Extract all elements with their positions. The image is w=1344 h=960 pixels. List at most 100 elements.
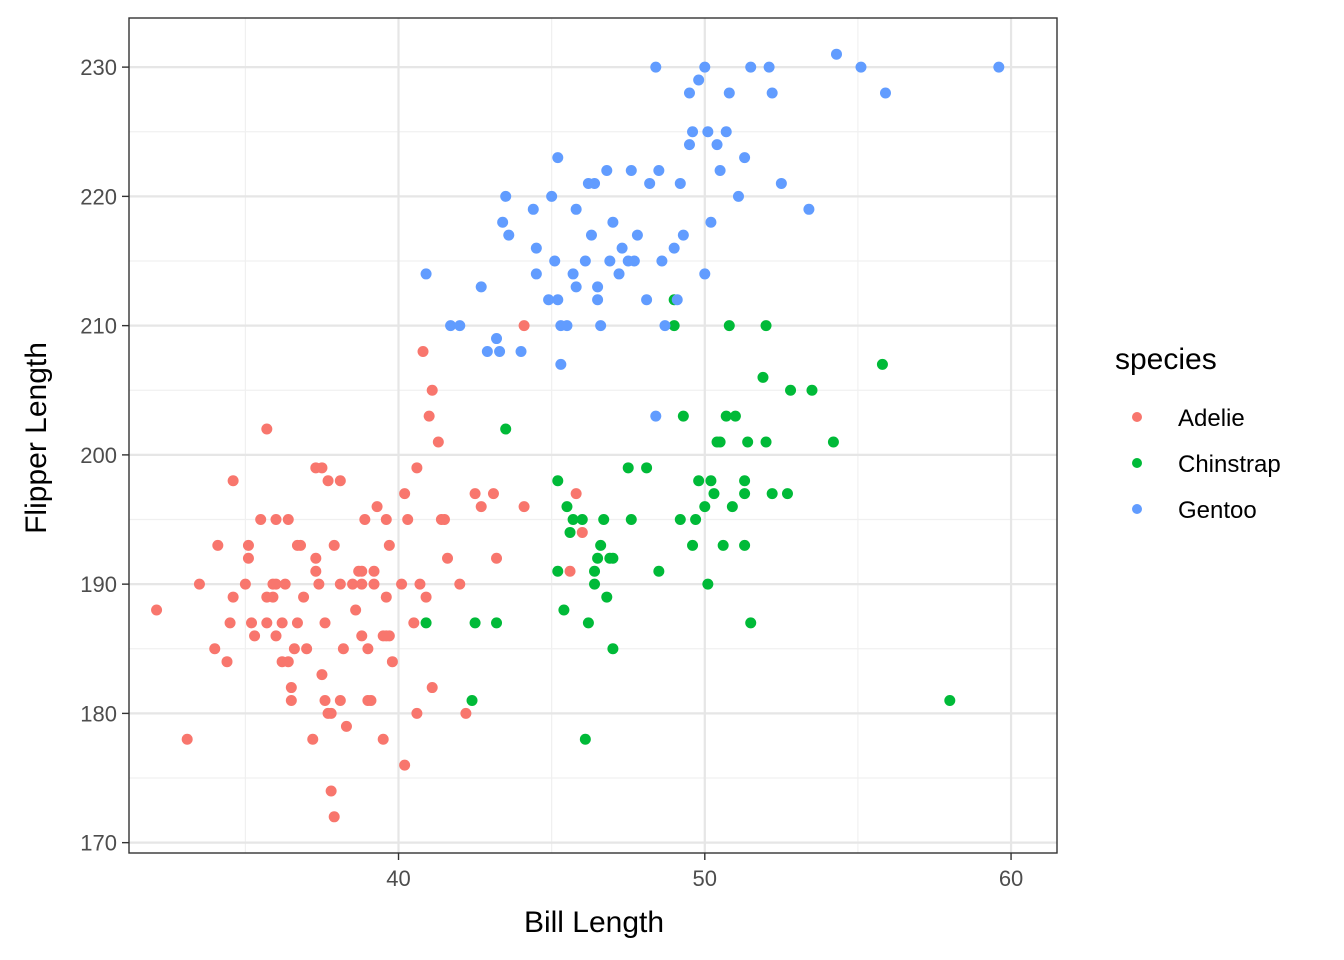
legend-label-gentoo: Gentoo [1178,497,1257,524]
data-point-gentoo [546,190,558,202]
data-point-gentoo [723,87,735,99]
y-tick-label: 220 [80,184,117,209]
data-point-gentoo [879,87,891,99]
data-point-adelie [383,539,395,551]
data-point-adelie [316,669,328,681]
data-point-gentoo [616,242,628,254]
data-point-gentoo [595,320,607,332]
data-point-gentoo [530,242,542,254]
data-point-gentoo [693,74,705,86]
data-point-adelie [399,488,411,500]
grid [129,18,1057,853]
data-point-adelie [359,514,371,526]
data-point-gentoo [607,216,619,228]
data-point-adelie [276,617,288,629]
data-point-adelie [242,552,254,564]
data-point-adelie [380,591,392,603]
data-point-adelie [325,785,337,797]
data-point-gentoo [641,294,653,306]
data-point-adelie [328,539,340,551]
data-point-gentoo [625,165,637,177]
data-point-gentoo [567,268,579,280]
data-point-chinstrap [726,501,738,513]
data-point-gentoo [555,358,567,370]
data-point-adelie [193,578,205,590]
data-point-chinstrap [781,488,793,500]
y-tick-label: 180 [80,701,117,726]
data-point-chinstrap [653,565,665,577]
data-point-gentoo [683,87,695,99]
data-point-chinstrap [582,617,594,629]
data-point-adelie [325,707,337,719]
data-point-gentoo [589,177,601,189]
data-point-chinstrap [876,358,888,370]
data-point-gentoo [644,177,656,189]
y-tick-label: 190 [80,572,117,597]
legend-key-chinstrap [1132,458,1142,468]
data-point-gentoo [570,281,582,293]
data-point-gentoo [739,152,751,164]
data-point-chinstrap [687,539,699,551]
data-point-adelie [298,591,310,603]
data-point-chinstrap [760,436,772,448]
series-gentoo [420,48,1005,422]
data-point-gentoo [592,294,604,306]
series-chinstrap [420,294,956,745]
data-point-adelie [334,578,346,590]
data-point-adelie [221,656,233,668]
data-point-gentoo [530,268,542,280]
data-point-chinstrap [469,617,481,629]
points [151,48,1005,823]
data-point-chinstrap [595,539,607,551]
data-point-chinstrap [739,539,751,551]
data-point-gentoo [481,345,493,357]
data-point-chinstrap [589,565,601,577]
data-point-adelie [212,539,224,551]
data-point-adelie [564,565,576,577]
data-point-gentoo [763,61,775,73]
data-point-adelie [368,565,380,577]
legend-key-gentoo [1132,504,1142,514]
data-point-adelie [399,759,411,771]
data-point-gentoo [714,165,726,177]
data-point-adelie [334,475,346,487]
data-point-adelie [322,475,334,487]
data-point-gentoo [552,152,564,164]
data-point-adelie [224,617,236,629]
data-point-chinstrap [625,514,637,526]
data-point-gentoo [705,216,717,228]
data-point-chinstrap [420,617,432,629]
data-point-chinstrap [720,410,732,422]
data-point-chinstrap [466,694,478,706]
data-point-adelie [356,578,368,590]
data-point-gentoo [631,229,643,241]
data-point-chinstrap [592,552,604,564]
data-point-chinstrap [677,410,689,422]
data-point-gentoo [494,345,506,357]
data-point-chinstrap [766,488,778,500]
legend-item-gentoo: Gentoo [1132,497,1257,524]
data-point-gentoo [656,255,668,267]
legend-key-adelie [1132,412,1142,422]
data-point-chinstrap [699,501,711,513]
data-point-gentoo [503,229,515,241]
axis-ticks: 40 50 60 170 180 190 200 210 220 230 [80,55,1023,891]
data-point-gentoo [711,139,723,151]
data-point-adelie [270,630,282,642]
data-point-chinstrap [757,371,769,383]
data-point-adelie [518,501,530,513]
series-adelie [151,320,588,823]
data-point-adelie [362,643,374,655]
data-point-gentoo [855,61,867,73]
data-point-gentoo [628,255,640,267]
data-point-chinstrap [742,436,754,448]
data-point-gentoo [699,268,711,280]
data-point-adelie [227,475,239,487]
data-point-adelie [319,694,331,706]
data-point-gentoo [454,320,466,332]
data-point-adelie [423,410,435,422]
data-point-adelie [291,617,303,629]
data-point-chinstrap [567,514,579,526]
legend-title: species [1115,343,1217,376]
data-point-chinstrap [491,617,503,629]
